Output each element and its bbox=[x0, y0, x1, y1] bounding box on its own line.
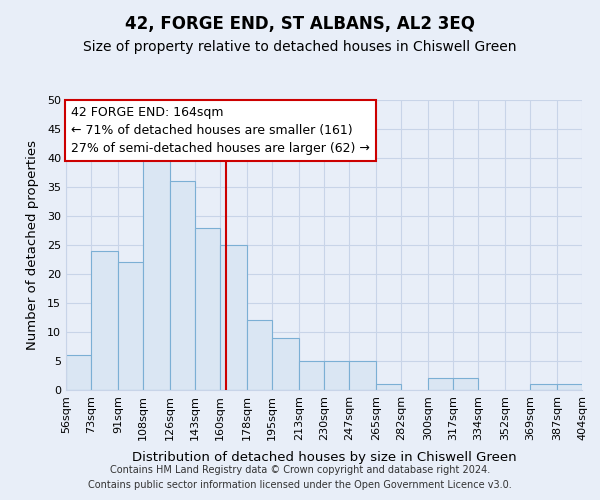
Bar bbox=[453, 378, 478, 390]
Bar bbox=[118, 262, 143, 390]
Bar bbox=[66, 355, 91, 390]
Bar bbox=[91, 251, 118, 390]
Bar bbox=[428, 378, 453, 390]
Bar bbox=[324, 361, 349, 390]
Bar bbox=[143, 146, 170, 390]
Text: 42, FORGE END, ST ALBANS, AL2 3EQ: 42, FORGE END, ST ALBANS, AL2 3EQ bbox=[125, 15, 475, 33]
Bar bbox=[299, 361, 324, 390]
Y-axis label: Number of detached properties: Number of detached properties bbox=[26, 140, 38, 350]
Bar bbox=[195, 228, 220, 390]
Bar bbox=[530, 384, 557, 390]
Bar bbox=[376, 384, 401, 390]
Bar bbox=[247, 320, 272, 390]
Bar bbox=[557, 384, 582, 390]
Text: 42 FORGE END: 164sqm
← 71% of detached houses are smaller (161)
27% of semi-deta: 42 FORGE END: 164sqm ← 71% of detached h… bbox=[71, 106, 370, 155]
Bar bbox=[349, 361, 376, 390]
Bar bbox=[272, 338, 299, 390]
Text: Size of property relative to detached houses in Chiswell Green: Size of property relative to detached ho… bbox=[83, 40, 517, 54]
Bar bbox=[220, 245, 247, 390]
Text: Contains HM Land Registry data © Crown copyright and database right 2024.
Contai: Contains HM Land Registry data © Crown c… bbox=[88, 465, 512, 490]
X-axis label: Distribution of detached houses by size in Chiswell Green: Distribution of detached houses by size … bbox=[131, 451, 517, 464]
Bar bbox=[170, 181, 195, 390]
